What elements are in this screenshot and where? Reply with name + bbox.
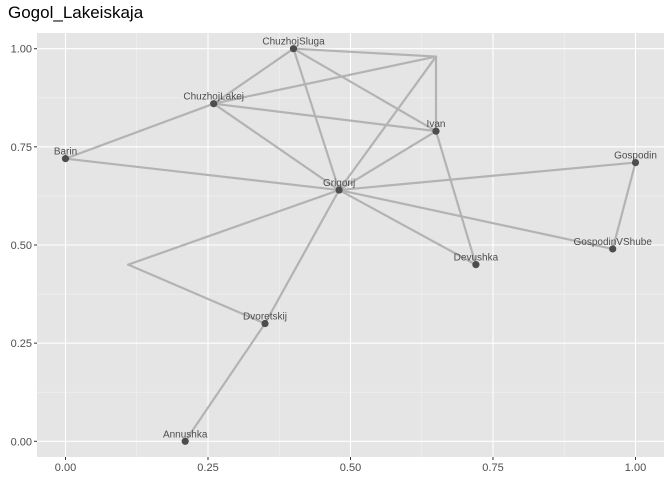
chart-title: Gogol_Lakeiskaja: [8, 3, 144, 22]
node-label: Ivan: [427, 119, 446, 130]
node-label: ChuzhojSluga: [262, 37, 325, 48]
network-edge: [263, 188, 341, 325]
node-label: Barin: [54, 147, 77, 158]
y-tick-label: 0.75: [11, 142, 32, 154]
network-edge: [184, 322, 267, 443]
node-label: Dvoretskij: [243, 312, 287, 323]
network-node: [609, 245, 617, 253]
network-edge: [338, 188, 477, 266]
network-edge: [292, 47, 341, 192]
network-node: [261, 319, 269, 328]
network-node: [61, 155, 70, 163]
node-label: Gospodin: [614, 151, 657, 162]
network-node: [210, 100, 218, 108]
network-edge: [611, 161, 637, 251]
x-tick-label: 1.00: [625, 462, 646, 474]
y-tick-label: 0.25: [11, 338, 32, 350]
network-edge: [212, 102, 341, 192]
node-label: GospodinVShube: [573, 237, 652, 248]
network-edge: [127, 263, 267, 325]
network-edge: [212, 102, 438, 133]
node-label: ChuzhojLakej: [183, 92, 244, 103]
network-edge: [434, 130, 477, 266]
network-node: [472, 261, 480, 269]
x-tick-label: 0.00: [55, 462, 76, 474]
node-label: Grigorij: [323, 178, 355, 189]
network-node: [432, 127, 440, 135]
x-tick-label: 0.50: [340, 462, 361, 474]
network-edge: [338, 55, 438, 192]
node-label: Annushka: [163, 429, 208, 440]
network-edge: [338, 130, 438, 192]
x-tick-label: 0.75: [482, 462, 503, 474]
node-label: Devushka: [454, 253, 499, 264]
network-edge: [212, 47, 295, 105]
network-node: [289, 45, 298, 53]
network-edge: [338, 161, 637, 192]
y-tick-label: 1.00: [11, 44, 32, 56]
y-tick-label: 0.00: [11, 436, 32, 448]
network-edge: [292, 47, 438, 58]
network-edge: [338, 188, 614, 251]
network-node: [335, 186, 343, 194]
network-node: [181, 437, 189, 445]
network-edge: [64, 157, 341, 192]
x-tick-label: 0.25: [197, 462, 218, 474]
network-edge: [127, 188, 341, 266]
network-edge: [292, 47, 438, 133]
network-node: [631, 158, 640, 167]
network-edge: [212, 55, 438, 105]
network-edge: [64, 102, 215, 160]
y-tick-label: 0.50: [11, 240, 32, 252]
